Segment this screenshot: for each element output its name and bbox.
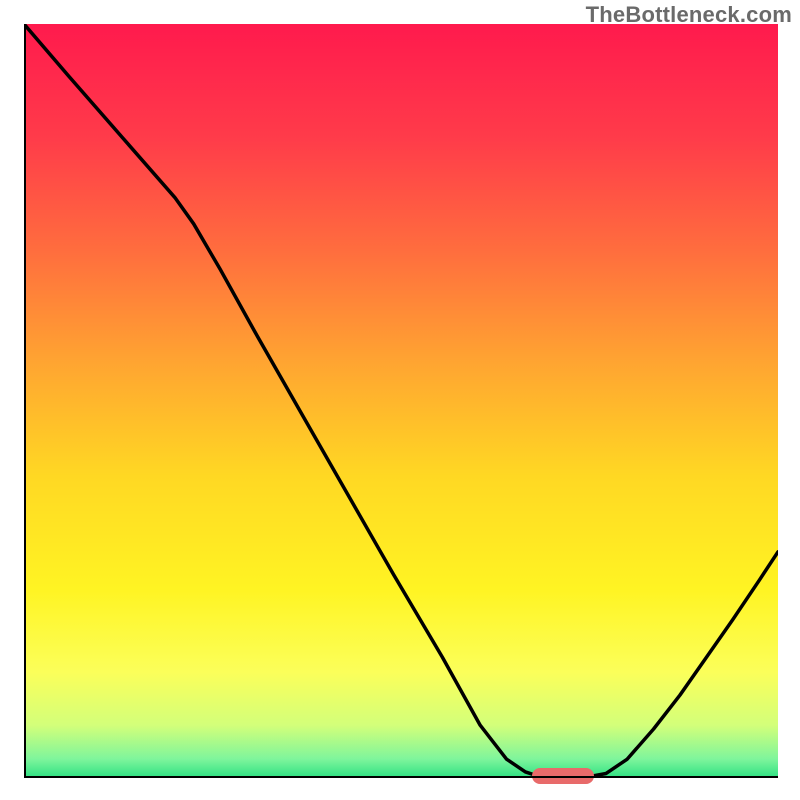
background-gradient: [24, 24, 778, 778]
watermark-text: TheBottleneck.com: [586, 2, 792, 28]
target-marker-pill: [532, 768, 594, 784]
plot-area: [24, 24, 778, 778]
